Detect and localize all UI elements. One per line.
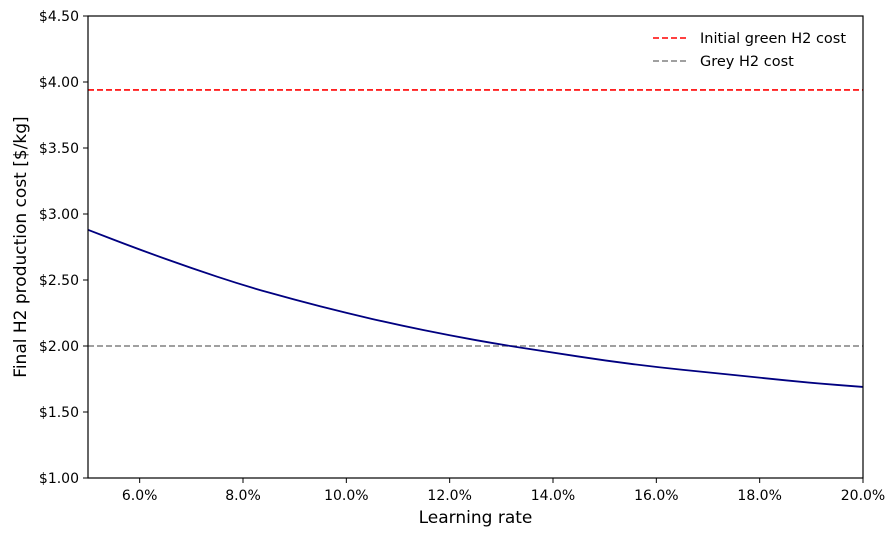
y-tick-label: $4.50 bbox=[39, 9, 79, 25]
y-tick-label: $3.00 bbox=[39, 207, 79, 223]
y-tick-label: $3.50 bbox=[39, 141, 79, 157]
series-group bbox=[87, 228, 864, 388]
y-tick-label: $1.00 bbox=[39, 471, 79, 487]
x-tick-label: 18.0% bbox=[737, 488, 781, 504]
y-tick-label: $1.50 bbox=[39, 405, 79, 421]
y-tick-label: $2.50 bbox=[39, 273, 79, 289]
legend-label: Initial green H2 cost bbox=[700, 31, 846, 47]
y-tick-label: $4.00 bbox=[39, 75, 79, 91]
x-axis-title: Learning rate bbox=[419, 508, 533, 528]
x-tick-label: 12.0% bbox=[427, 488, 471, 504]
y-axis: $1.00 $1.50 $2.00 $2.50 $3.00 $3.50 $4.00 $4.50 bbox=[39, 9, 88, 487]
series-line-1 bbox=[87, 228, 864, 388]
y-tick-label: $2.00 bbox=[39, 339, 79, 355]
plot-frame bbox=[87, 15, 864, 479]
x-tick-label: 20.0% bbox=[841, 488, 885, 504]
y-axis-title: Final H2 production cost [$/kg] bbox=[11, 116, 31, 377]
reference-lines bbox=[88, 89, 863, 347]
legend-label: Grey H2 cost bbox=[700, 54, 794, 70]
x-tick-label: 6.0% bbox=[122, 488, 158, 504]
x-axis: 6.0% 8.0% 10.0% 12.0% 14.0% 16.0% 18.0% 20.0% bbox=[122, 478, 885, 504]
x-tick-label: 10.0% bbox=[324, 488, 368, 504]
legend: Initial green H2 cost Grey H2 cost bbox=[653, 31, 846, 70]
x-tick-label: 14.0% bbox=[531, 488, 575, 504]
x-tick-label: 8.0% bbox=[225, 488, 261, 504]
x-tick-label: 16.0% bbox=[634, 488, 678, 504]
